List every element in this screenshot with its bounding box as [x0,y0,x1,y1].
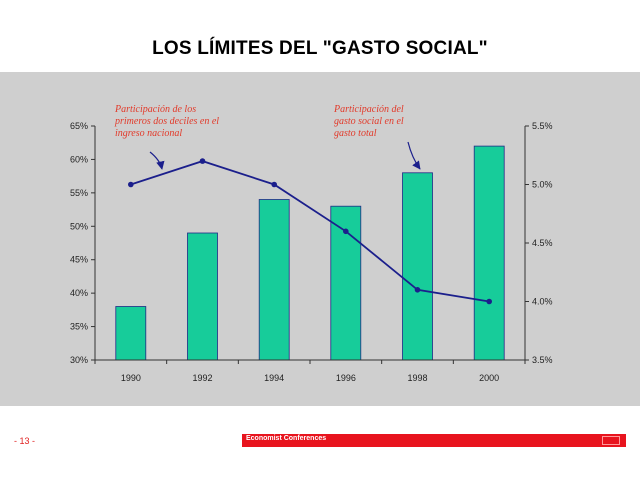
bar-1990 [115,306,147,361]
bar-2000 [473,145,505,361]
x-tick-label: 1994 [264,373,284,383]
line-point-1990 [128,181,134,188]
footer-bar: Economist Conferences [242,434,626,447]
bar-1994 [258,199,290,361]
y-right-tick-label: 4.5% [532,238,553,248]
y-left-tick-label: 40% [70,288,88,298]
line-series [130,160,490,303]
y-left-tick-label: 50% [70,221,88,231]
footer-brand: Economist Conferences [246,435,327,442]
page-number: - 13 - [14,436,36,446]
annotation-2-line: gasto social en el [334,116,404,127]
y-right-tick-label: 4.0% [532,297,553,307]
line-point-1994 [271,181,278,188]
slide-title: LOS LÍMITES DEL "GASTO SOCIAL" [152,38,488,59]
y-left-tick-label: 45% [70,255,88,265]
x-tick-label: 2000 [479,373,499,383]
line-point-1998 [414,287,421,293]
line-point-1992 [199,158,206,164]
line-point-1996 [343,228,349,235]
y-left-tick-label: 35% [70,322,88,332]
y-right-tick-label: 5.5% [532,121,553,131]
bar-1992 [187,232,218,361]
y-left-tick-label: 65% [70,121,88,131]
annotation-1-line: ingreso nacional [115,128,182,139]
x-tick-label: 1990 [121,373,141,383]
x-tick-label: 1998 [407,373,427,383]
y-left-tick-label: 60% [70,154,88,164]
chart-panel: 30% 35% 40% 45% 50% 55% 60% 65% 3.5% 4.0% 4.5% 5.0%… [0,72,640,406]
y-left-tick-label: 55% [70,188,88,198]
annotation-1-line: Participación de los [114,104,196,115]
annotation-1-arrow [149,151,165,170]
footer-logo-icon [602,436,620,445]
y-right-tick-label: 5.0% [532,180,553,190]
bar-1998 [402,172,433,361]
y-left-tick-label: 30% [70,355,88,365]
annotation-2-line: Participación del [333,104,404,115]
annotation-2-line: gasto total [334,128,377,139]
line-point-2000 [486,298,493,305]
annotation-1-line: primeros dos deciles en el [114,116,219,127]
annotation-2-arrow [407,141,421,170]
x-tick-label: 1996 [336,373,356,383]
x-tick-label: 1992 [192,373,212,383]
combo-chart: 30% 35% 40% 45% 50% 55% 60% 65% 3.5% 4.0% 4.5% 5.0%… [70,104,553,383]
y-right-tick-label: 3.5% [532,355,553,365]
